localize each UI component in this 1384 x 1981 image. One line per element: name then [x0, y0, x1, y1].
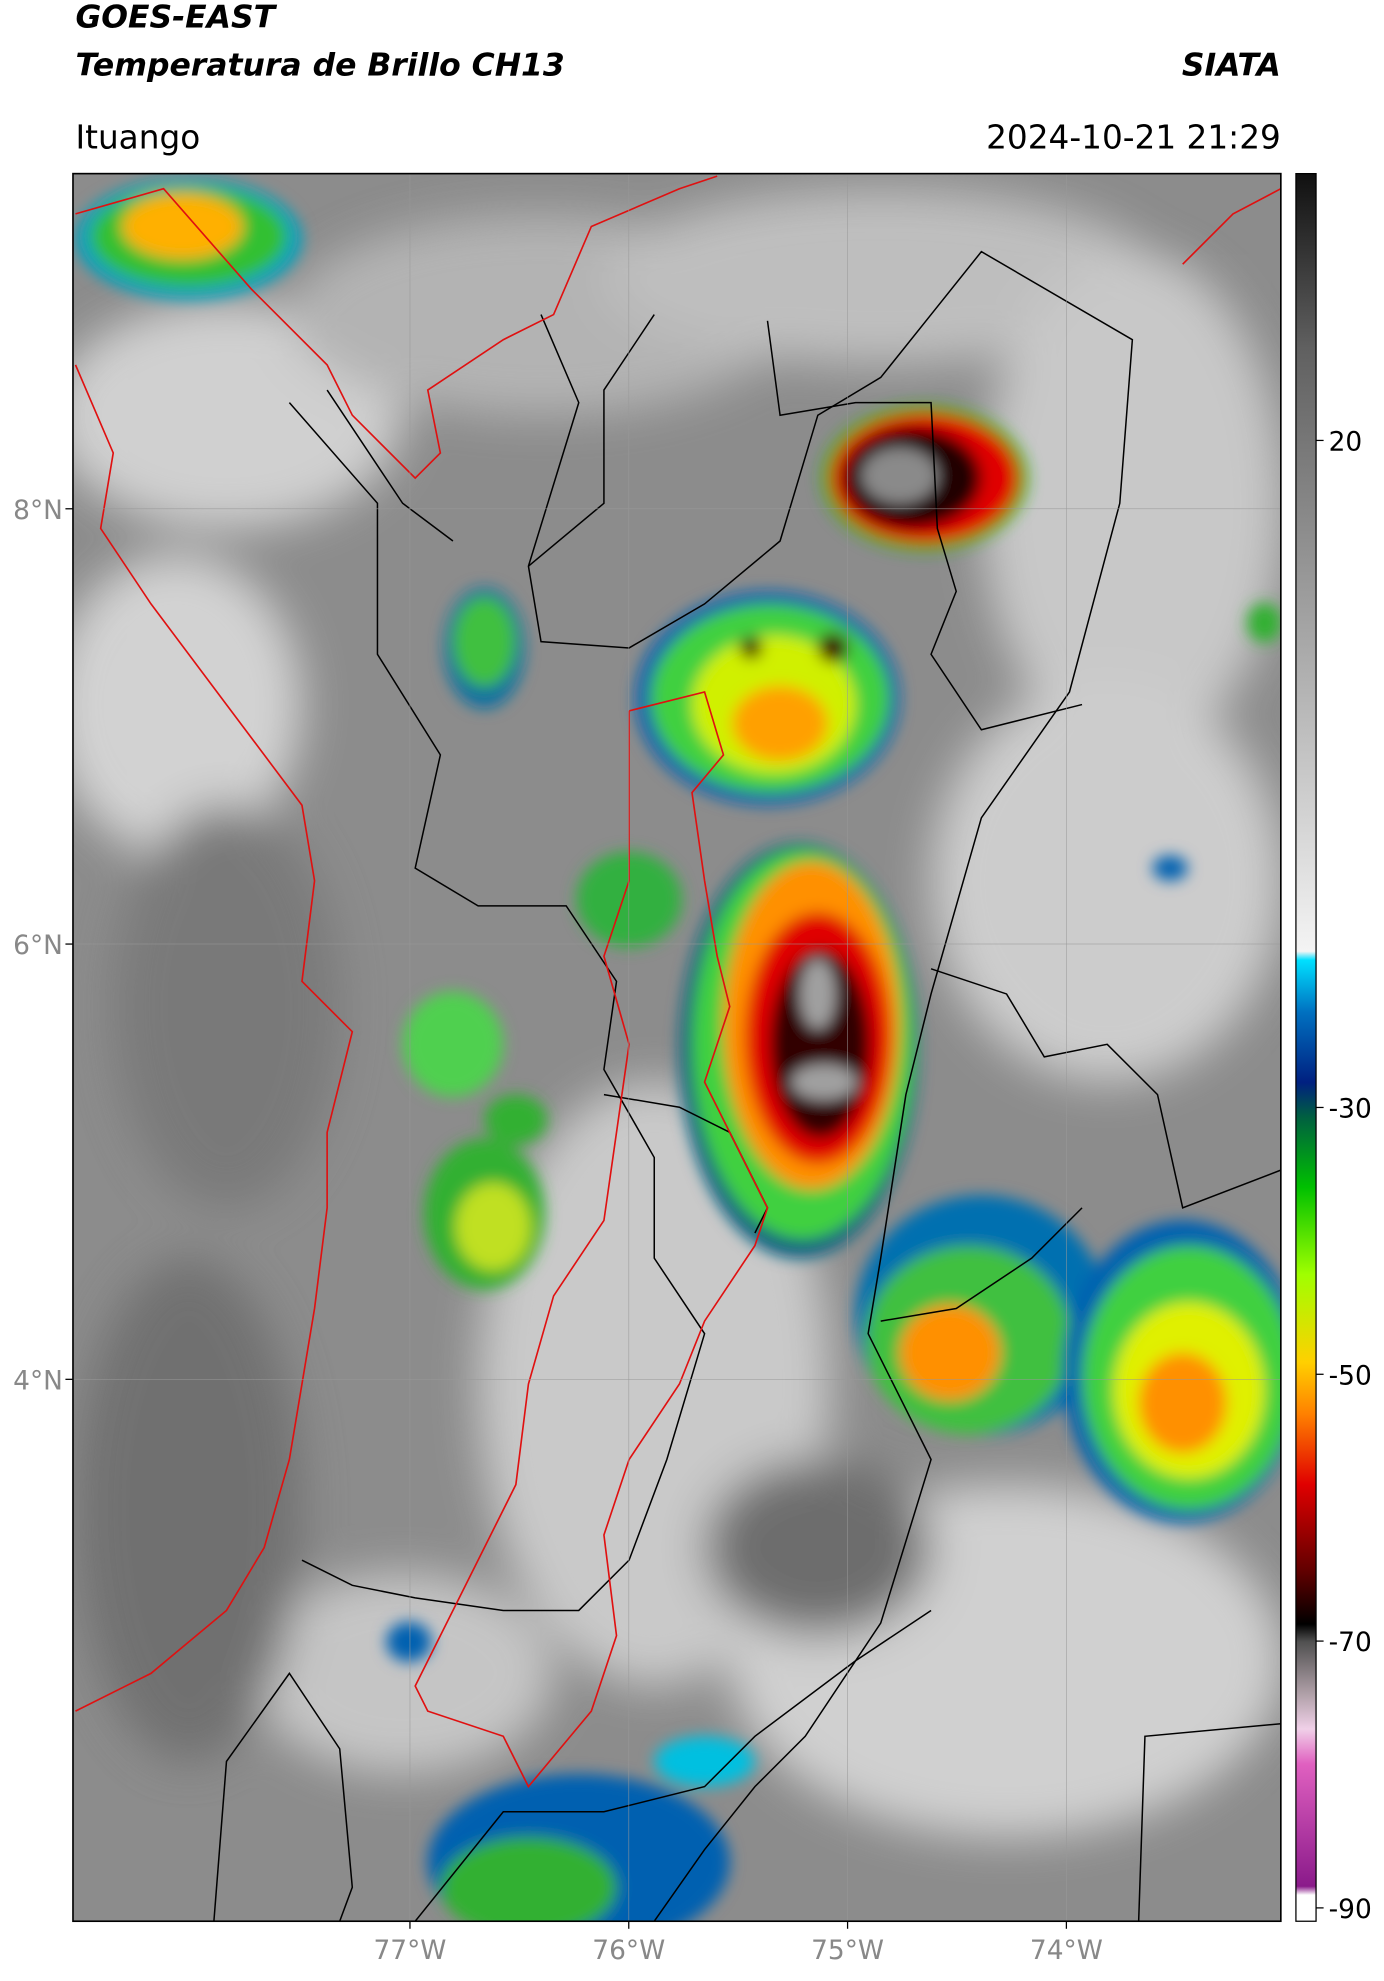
colorbar-tick-label: -90	[1329, 1894, 1372, 1925]
colorbar-tick-label: -30	[1329, 1094, 1372, 1125]
colorbar-tick-label: -70	[1329, 1627, 1372, 1658]
location: Ituango	[75, 118, 200, 156]
grid	[72, 173, 1281, 1922]
title: GOES-EAST	[75, 0, 277, 36]
x-tick-label: 77°W	[373, 1935, 446, 1966]
datetime: 2024-10-21 21:29	[986, 118, 1281, 156]
y-tick-label: 4°N	[13, 1365, 63, 1396]
x-tick-label: 76°W	[592, 1935, 665, 1966]
red-borders	[74, 175, 1281, 1789]
map-frame	[72, 172, 1282, 1923]
colorbar-tick-label: -50	[1329, 1360, 1372, 1391]
colorbar-tick-label: 20	[1329, 427, 1363, 458]
y-tick-label: 6°N	[13, 930, 63, 961]
x-tick-label: 74°W	[1030, 1935, 1103, 1966]
colorbar	[1295, 172, 1317, 1922]
subtitle: Temperatura de Brillo CH13	[75, 47, 564, 83]
x-tick-label: 75°W	[811, 1935, 884, 1966]
y-tick-label: 8°N	[13, 495, 63, 526]
source: SIATA	[1182, 47, 1281, 83]
storm-cells	[75, 178, 1281, 1922]
imagery	[72, 173, 1281, 1922]
